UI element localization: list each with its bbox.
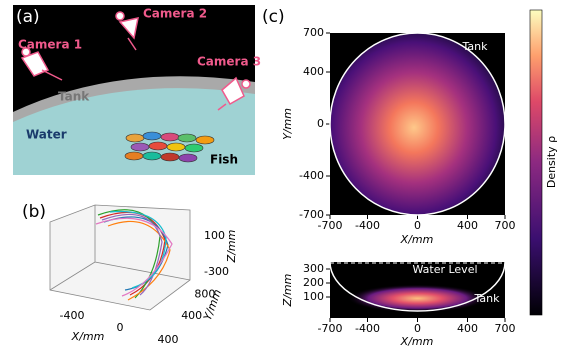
density-heatmap <box>330 33 505 215</box>
y-axis-label: Z/mm <box>281 274 294 308</box>
colorbar-label: Density ρ <box>545 136 558 188</box>
camera-label: Camera 2 <box>143 7 207 21</box>
tank-label: Tank <box>462 40 489 53</box>
x-tick-label: 0 <box>117 321 124 334</box>
fish-school <box>125 133 145 143</box>
x-tick-label: 0 <box>414 219 421 232</box>
camera-label: Camera 3 <box>197 55 261 69</box>
y-tick-label: 400 <box>303 65 324 78</box>
trajectory <box>109 210 167 289</box>
camera-label: Camera 1 <box>18 38 82 52</box>
tank-label: Tank <box>474 292 501 305</box>
x-tick-label: 400 <box>457 322 478 335</box>
x-tick-label: -400 <box>355 219 380 232</box>
camera-icon <box>241 79 251 89</box>
x-tick-label: 0 <box>414 322 421 335</box>
camera-arrow <box>217 103 227 111</box>
fish-school <box>184 143 204 153</box>
panel-label: (b) <box>22 202 46 222</box>
camera-icon <box>20 51 50 77</box>
fish-school <box>130 142 150 152</box>
panel-c: (c) -700 -400 0 400 700 -700 -400 0 400 700 Tank X/… <box>262 7 558 348</box>
fish-school <box>166 142 186 152</box>
camera-icon <box>118 17 139 40</box>
y-tick-label: 800 <box>194 288 215 301</box>
z-tick-label: 100 <box>204 229 225 242</box>
fish-label: Fish <box>210 153 238 167</box>
fish-school <box>160 132 180 142</box>
axes-box <box>49 204 191 311</box>
fish-school <box>160 152 180 162</box>
x-axis-label: X/mm <box>71 330 105 343</box>
y-tick-label: 100 <box>303 290 324 303</box>
camera-arrow <box>41 69 63 81</box>
water-level-label: Water Level <box>412 263 477 276</box>
camera-icon <box>115 11 125 21</box>
z-axis-label: Z/mm <box>225 230 238 264</box>
fish-school <box>178 153 198 163</box>
density-heatmap <box>347 284 488 313</box>
tank-outline <box>329 32 506 216</box>
panel-label: (c) <box>262 7 285 27</box>
tank-outline <box>329 261 506 312</box>
y-tick-label: 300 <box>303 262 324 275</box>
y-tick-label: 200 <box>303 276 324 289</box>
camera-arrow <box>127 37 137 51</box>
trajectory <box>95 209 173 301</box>
trajectory <box>101 213 163 296</box>
y-tick-label: 0 <box>317 117 324 130</box>
x-tick-label: -400 <box>60 309 85 322</box>
x-axis-label: X/mm <box>400 335 434 348</box>
colorbar <box>529 9 543 316</box>
x-tick-label: -700 <box>318 322 343 335</box>
fish-school <box>142 131 162 141</box>
camera-icon <box>20 11 251 106</box>
fish-school <box>195 135 215 145</box>
x-tick-label: 700 <box>495 322 516 335</box>
fish-school <box>124 151 144 161</box>
camera-icon <box>21 47 31 57</box>
fish-school <box>177 133 197 143</box>
camera-icon <box>221 76 245 106</box>
y-tick-label: 400 <box>181 309 202 322</box>
axes-box <box>49 204 191 311</box>
y-axis-label: Y/mm <box>281 108 294 140</box>
x-tick-label: 700 <box>495 219 516 232</box>
water <box>13 88 255 175</box>
x-tick-label: 400 <box>457 219 478 232</box>
x-tick-label: 400 <box>158 333 179 346</box>
y-tick-label: 700 <box>303 26 324 39</box>
y-tick-label: -400 <box>299 169 324 182</box>
fish-school <box>142 151 162 161</box>
x-tick-label: -700 <box>318 219 343 232</box>
trajectory <box>95 217 173 297</box>
fish-school <box>148 141 168 151</box>
tank-label: Tank <box>58 90 90 104</box>
camera-arrow <box>41 37 227 111</box>
panel-label: (a) <box>16 7 40 27</box>
water-label: Water <box>26 128 67 142</box>
y-tick-label: -700 <box>299 208 324 221</box>
panel-a: (a) Camera 1 Camera 2 Camera 3 Tank Wate… <box>13 5 261 175</box>
x-axis-label: X/mm <box>400 233 434 246</box>
z-tick-label: -300 <box>204 265 229 278</box>
fish-school <box>124 131 215 163</box>
top-view: -700 -400 0 400 700 -700 -400 0 400 700 Tank X/mm Y/… <box>281 26 516 246</box>
x-tick-label: -400 <box>355 322 380 335</box>
